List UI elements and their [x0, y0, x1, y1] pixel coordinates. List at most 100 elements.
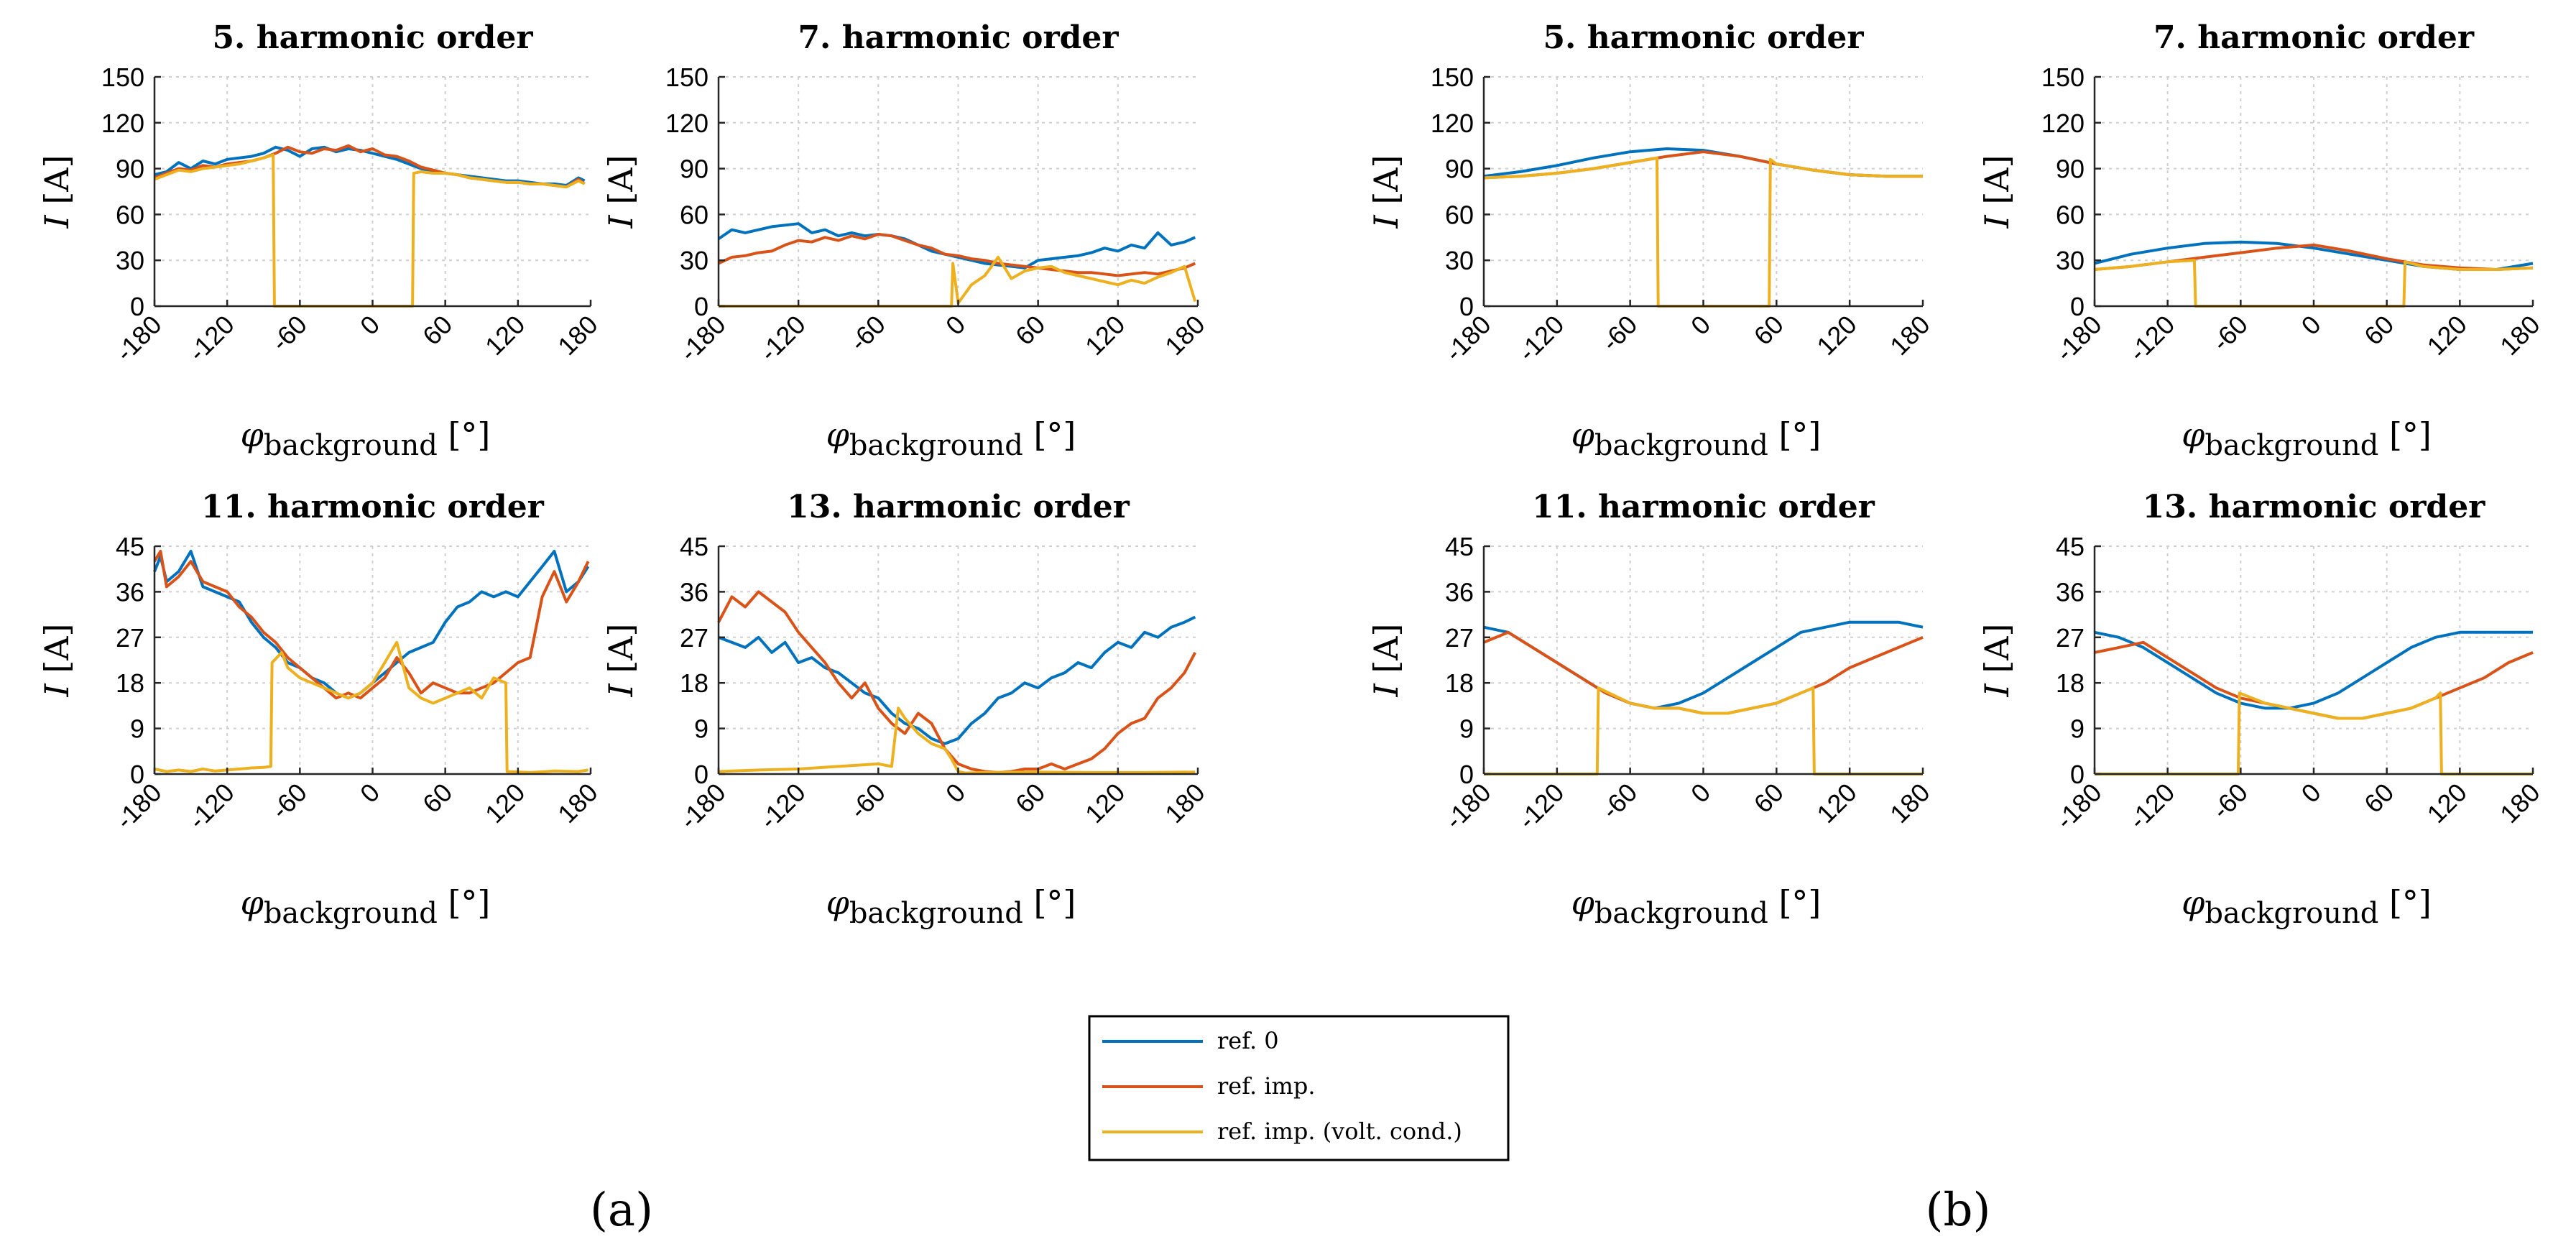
- x-tick-label: 120: [1811, 778, 1862, 829]
- y-axis-label: I [A]: [601, 155, 640, 229]
- y-axis-label: I [A]: [1367, 624, 1405, 698]
- x-tick-label: -180: [110, 778, 167, 835]
- x-axis-label: φbackground [°]: [1571, 415, 1822, 462]
- x-axis-label: φbackground [°]: [2182, 883, 2432, 930]
- chart-title: 11. harmonic order: [1532, 489, 1875, 525]
- y-tick-label: 27: [2056, 623, 2085, 653]
- x-tick-label: -60: [844, 310, 891, 357]
- y-tick-label: 27: [116, 623, 144, 653]
- y-tick-label: 45: [680, 532, 708, 561]
- x-tick-label: -120: [2123, 310, 2180, 367]
- y-axis-label: I [A]: [601, 624, 640, 698]
- y-tick-label: 18: [680, 668, 708, 698]
- y-tick-label: 36: [2056, 577, 2085, 607]
- y-tick-label: 0: [130, 292, 144, 321]
- y-axis-label: I [A]: [37, 624, 76, 698]
- x-tick-label: 0: [1685, 778, 1716, 809]
- x-tick-label: 60: [417, 778, 458, 819]
- chart-a-0: 0 30 60 90 120 150 -180 -120 -60 0 60 120 180 5. harm…: [37, 19, 604, 462]
- y-tick-label: 90: [116, 155, 144, 184]
- legend-label-ref0: ref. 0: [1217, 1027, 1279, 1054]
- x-tick-label: -180: [2050, 310, 2108, 367]
- series-line-refvolt: [1484, 686, 1923, 775]
- chart-b-3: 0 9 18 27 36 45 -180 -120 -60 0 60 120 180 13. harmon…: [1977, 489, 2546, 930]
- x-axis-label: φbackground [°]: [826, 883, 1076, 930]
- y-tick-label: 120: [101, 109, 144, 138]
- x-axis-label: φbackground [°]: [241, 415, 491, 462]
- chart-b-1: 0 30 60 90 120 150 -180 -120 -60 0 60 120 180 7. harm…: [1977, 19, 2546, 462]
- x-tick-label: 0: [354, 778, 385, 809]
- y-tick-label: 150: [101, 63, 144, 92]
- series-line-refimp: [153, 550, 590, 700]
- y-tick-label: 0: [694, 760, 708, 789]
- x-tick-label: 120: [479, 310, 530, 361]
- x-tick-label: 0: [354, 310, 385, 341]
- y-tick-label: 9: [130, 714, 144, 744]
- x-tick-label: -180: [1439, 310, 1497, 367]
- y-tick-label: 90: [680, 155, 708, 184]
- x-tick-label: 180: [1159, 778, 1210, 829]
- y-tick-label: 30: [116, 246, 144, 275]
- x-tick-label: -120: [1513, 778, 1570, 835]
- y-tick-label: 60: [1445, 200, 1474, 229]
- x-tick-label: 60: [1748, 778, 1789, 819]
- x-tick-label: 60: [2358, 778, 2399, 819]
- x-tick-label: 60: [1010, 778, 1051, 819]
- x-tick-label: 180: [2494, 310, 2545, 361]
- y-tick-label: 0: [2070, 292, 2085, 321]
- legend-label-refvolt: ref. imp. (volt. cond.): [1217, 1118, 1462, 1145]
- y-tick-label: 18: [1445, 668, 1474, 698]
- x-tick-label: 180: [552, 310, 603, 361]
- y-tick-label: 90: [1445, 155, 1474, 184]
- series-line-ref0: [717, 222, 1196, 270]
- x-axis-label: φbackground [°]: [241, 883, 491, 930]
- x-axis-label: φbackground [°]: [826, 415, 1076, 462]
- x-tick-label: 180: [2494, 778, 2545, 829]
- series-line-refimp: [1483, 630, 1924, 715]
- y-tick-label: 30: [2056, 246, 2085, 275]
- series-line-refvolt: [154, 153, 586, 308]
- x-tick-label: 0: [2296, 778, 2327, 809]
- x-tick-label: -120: [754, 310, 811, 367]
- x-tick-label: -120: [1513, 310, 1570, 367]
- x-tick-label: 120: [1811, 310, 1862, 361]
- x-tick-label: 120: [479, 778, 530, 829]
- y-tick-label: 30: [680, 246, 708, 275]
- y-tick-label: 150: [1431, 63, 1474, 92]
- x-tick-label: -120: [183, 778, 240, 835]
- x-tick-label: 180: [1159, 310, 1210, 361]
- chart-b-0: 0 30 60 90 120 150 -180 -120 -60 0 60 120 180 5. harm…: [1367, 19, 1936, 462]
- y-tick-label: 9: [694, 714, 708, 744]
- y-tick-label: 0: [694, 292, 708, 321]
- x-tick-label: -60: [265, 310, 313, 357]
- x-tick-label: 0: [940, 310, 971, 341]
- chart-title: 7. harmonic order: [798, 19, 1119, 56]
- chart-a-2: 0 9 18 27 36 45 -180 -120 -60 0 60 120 180 11. harmon…: [37, 489, 604, 930]
- chart-b-2: 0 9 18 27 36 45 -180 -120 -60 0 60 120 180 11. harmon…: [1367, 489, 1936, 930]
- x-tick-label: -180: [2050, 778, 2108, 835]
- chart-title: 5. harmonic order: [1543, 19, 1864, 56]
- y-tick-label: 18: [2056, 668, 2085, 698]
- x-tick-label: 60: [1010, 310, 1051, 351]
- y-tick-label: 36: [1445, 577, 1474, 607]
- x-tick-label: 120: [2422, 310, 2473, 361]
- chart-a-3: 0 9 18 27 36 45 -180 -120 -60 0 60 120 180 13. harmon…: [601, 489, 1211, 930]
- chart-title: 11. harmonic order: [201, 489, 545, 525]
- y-tick-label: 45: [116, 532, 144, 561]
- y-tick-label: 36: [680, 577, 708, 607]
- series-line-ref0: [154, 145, 586, 187]
- x-tick-label: 0: [940, 778, 971, 809]
- x-tick-label: -120: [183, 310, 240, 367]
- x-tick-label: -60: [2206, 310, 2253, 357]
- y-axis-label: I [A]: [1977, 624, 2016, 698]
- y-tick-label: 9: [1459, 714, 1474, 744]
- y-tick-label: 27: [680, 623, 708, 653]
- x-tick-label: -120: [2123, 778, 2180, 835]
- x-tick-label: -120: [754, 778, 811, 835]
- series-line-ref0: [718, 615, 1196, 745]
- y-tick-label: 0: [2070, 760, 2085, 789]
- x-axis-label: φbackground [°]: [2182, 415, 2432, 462]
- y-tick-label: 120: [1431, 109, 1474, 138]
- series-line-refvolt: [719, 255, 1197, 308]
